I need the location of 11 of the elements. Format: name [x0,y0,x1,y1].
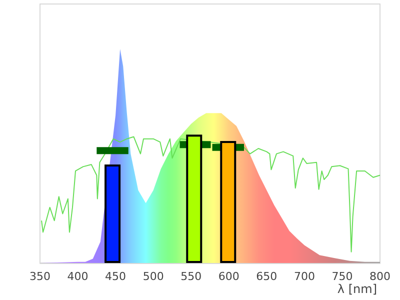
x-tick-label: 400 [67,270,88,283]
x-tick-label: 450 [105,270,126,283]
x-tick-label: 750 [332,270,353,283]
x-tick-label: 800 [370,270,390,283]
x-axis-title: λ [nm] [337,282,378,296]
x-tick-label: 700 [294,270,315,283]
x-tick-label: 500 [142,270,164,283]
x-tick-label: 650 [256,270,278,283]
x-tick-label: 600 [218,270,240,283]
x-tick-label: 550 [180,270,202,283]
x-tick-label: 350 [30,270,50,283]
